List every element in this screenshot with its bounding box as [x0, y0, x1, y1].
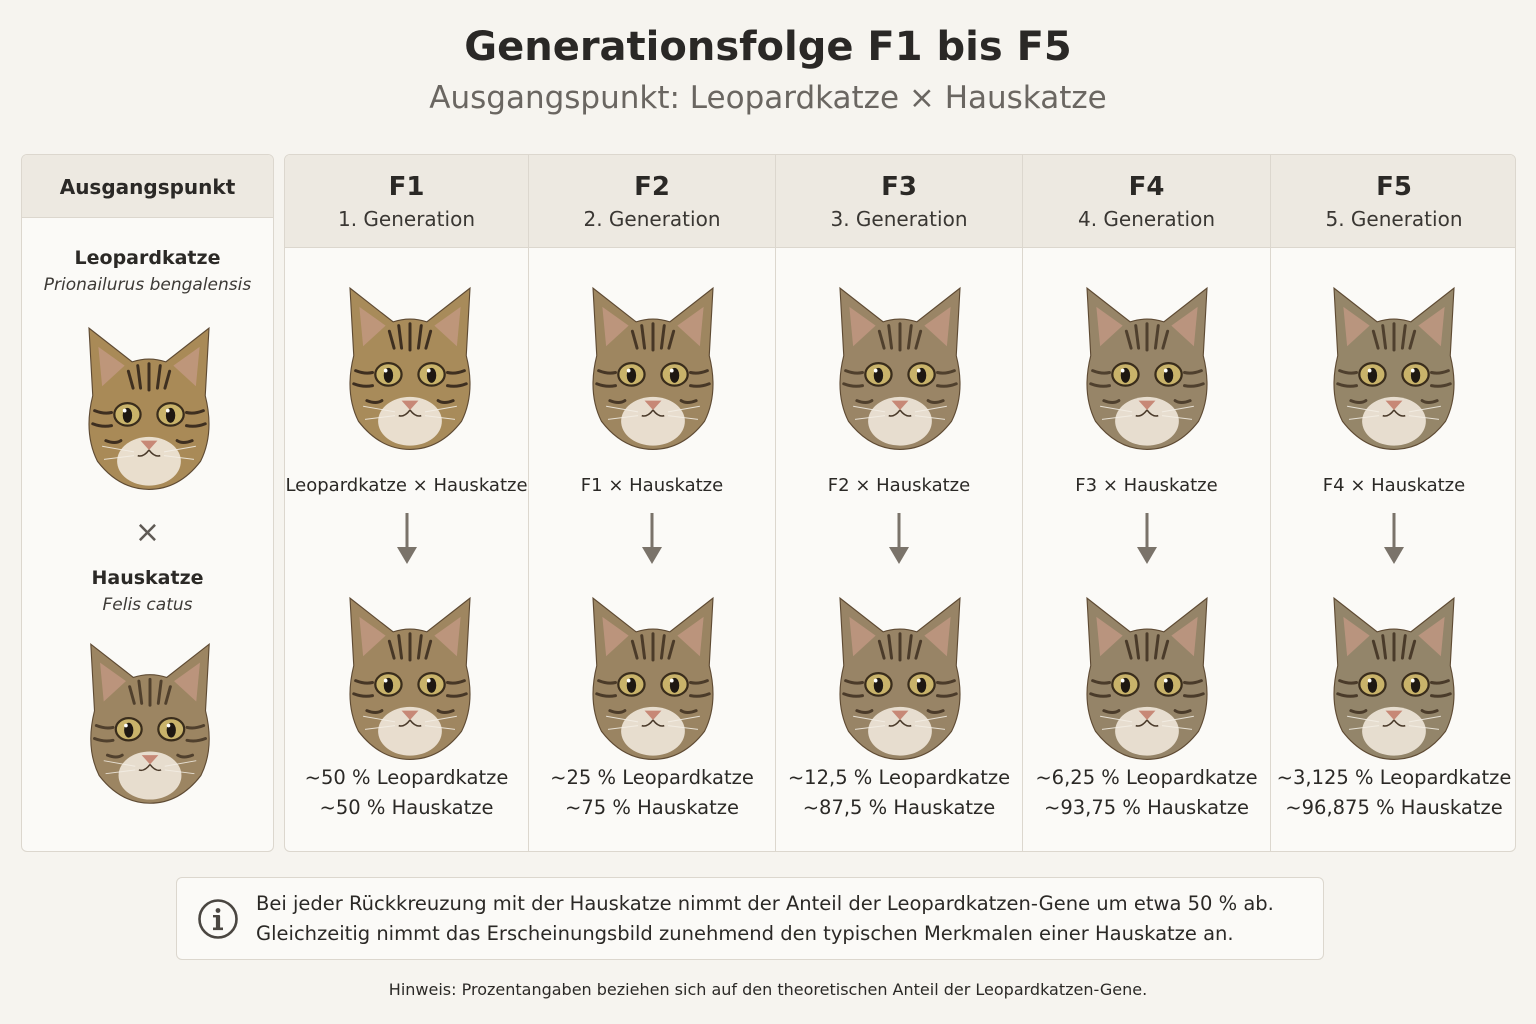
house-share: ~93,75 % Hauskatze [1044, 796, 1249, 819]
info-line-2: Gleichzeitig nimmt das Erscheinungsbild … [256, 922, 1234, 945]
house-share: ~87,5 % Hauskatze [802, 796, 996, 819]
generation-column-f5: F5 5. Generation F4 × Hauskatze ~3,125 %… [1270, 155, 1515, 851]
house-share: ~75 % Hauskatze [565, 796, 739, 819]
house-share: ~50 % Hauskatze [319, 796, 494, 819]
generation-column-f1: F1 1. Generation Leopardkatze × Hauskatz… [285, 155, 528, 851]
generation-column-f3: F3 3. Generation F2 × Hauskatze ~12,5 % … [775, 155, 1022, 851]
arrow-down-icon [396, 513, 418, 565]
cross-label: F3 × Hauskatze [1075, 475, 1218, 496]
generation-code: F1 [388, 172, 425, 202]
parent-b-name: Hauskatze [91, 567, 204, 589]
info-box: Bei jeder Rückkreuzung mit der Hauskatze… [176, 877, 1324, 960]
generation-label: 5. Generation [1325, 207, 1463, 231]
parent-cat-image [1072, 273, 1222, 457]
offspring-cat-image [335, 583, 485, 767]
cross-symbol: × [134, 515, 161, 550]
parent-b-latin: Felis catus [102, 595, 193, 615]
leopard-share: ~3,125 % Leopardkatze [1276, 766, 1512, 789]
generation-label: 3. Generation [830, 207, 968, 231]
leopard-cat-image [74, 315, 224, 495]
generation-header: F5 5. Generation [1271, 155, 1515, 248]
generations-panel: F1 1. Generation Leopardkatze × Hauskatz… [284, 154, 1516, 852]
info-icon [198, 899, 238, 939]
leopard-share: ~50 % Leopardkatze [304, 766, 509, 789]
generation-label: 4. Generation [1077, 207, 1215, 231]
generation-label: 1. Generation [337, 207, 475, 231]
generation-column-f2: F2 2. Generation F1 × Hauskatze ~25 % Le… [528, 155, 775, 851]
generation-header: F2 2. Generation [529, 155, 775, 248]
house-cat-image [76, 631, 224, 809]
generation-code: F3 [881, 172, 917, 202]
leopard-share: ~6,25 % Leopardkatze [1035, 766, 1258, 789]
leopard-share: ~12,5 % Leopardkatze [787, 766, 1011, 789]
origin-panel: Ausgangspunkt Leopardkatze Prionailurus … [21, 154, 274, 852]
offspring-cat-image [1319, 583, 1469, 767]
house-share: ~96,875 % Hauskatze [1285, 796, 1503, 819]
generation-code: F2 [634, 172, 670, 202]
leopard-share: ~25 % Leopardkatze [550, 766, 754, 789]
parent-cat-image [825, 273, 975, 457]
arrow-down-icon [888, 513, 910, 565]
generation-label: 2. Generation [583, 207, 721, 231]
page-subtitle: Ausgangspunkt: Leopardkatze × Hauskatze [429, 80, 1107, 116]
cross-label: Leopardkatze × Hauskatze [285, 475, 528, 496]
offspring-cat-image [825, 583, 975, 767]
origin-heading: Ausgangspunkt [22, 155, 273, 218]
parent-cat-image [1319, 273, 1469, 457]
info-line-1: Bei jeder Rückkreuzung mit der Hauskatze… [256, 892, 1274, 915]
cross-label: F4 × Hauskatze [1322, 475, 1466, 496]
generation-header: F4 4. Generation [1023, 155, 1270, 248]
generation-header: F3 3. Generation [776, 155, 1022, 248]
generation-column-f4: F4 4. Generation F3 × Hauskatze ~6,25 % … [1022, 155, 1270, 851]
generation-header: F1 1. Generation [285, 155, 528, 248]
cross-label: F2 × Hauskatze [827, 475, 971, 496]
generation-code: F4 [1128, 172, 1165, 202]
arrow-down-icon [1383, 513, 1405, 565]
arrow-down-icon [1136, 513, 1158, 565]
arrow-down-icon [641, 513, 663, 565]
parent-cat-image [335, 273, 485, 457]
parent-cat-image [578, 273, 728, 457]
parent-a-latin: Prionailurus bengalensis [43, 275, 252, 295]
footnote: Hinweis: Prozentangaben beziehen sich au… [388, 980, 1148, 999]
parent-a-name: Leopardkatze [74, 247, 221, 269]
offspring-cat-image [1072, 583, 1222, 767]
page-title: Generationsfolge F1 bis F5 [464, 24, 1072, 70]
cross-label: F1 × Hauskatze [580, 475, 724, 496]
generation-code: F5 [1376, 172, 1412, 202]
offspring-cat-image [578, 583, 728, 767]
